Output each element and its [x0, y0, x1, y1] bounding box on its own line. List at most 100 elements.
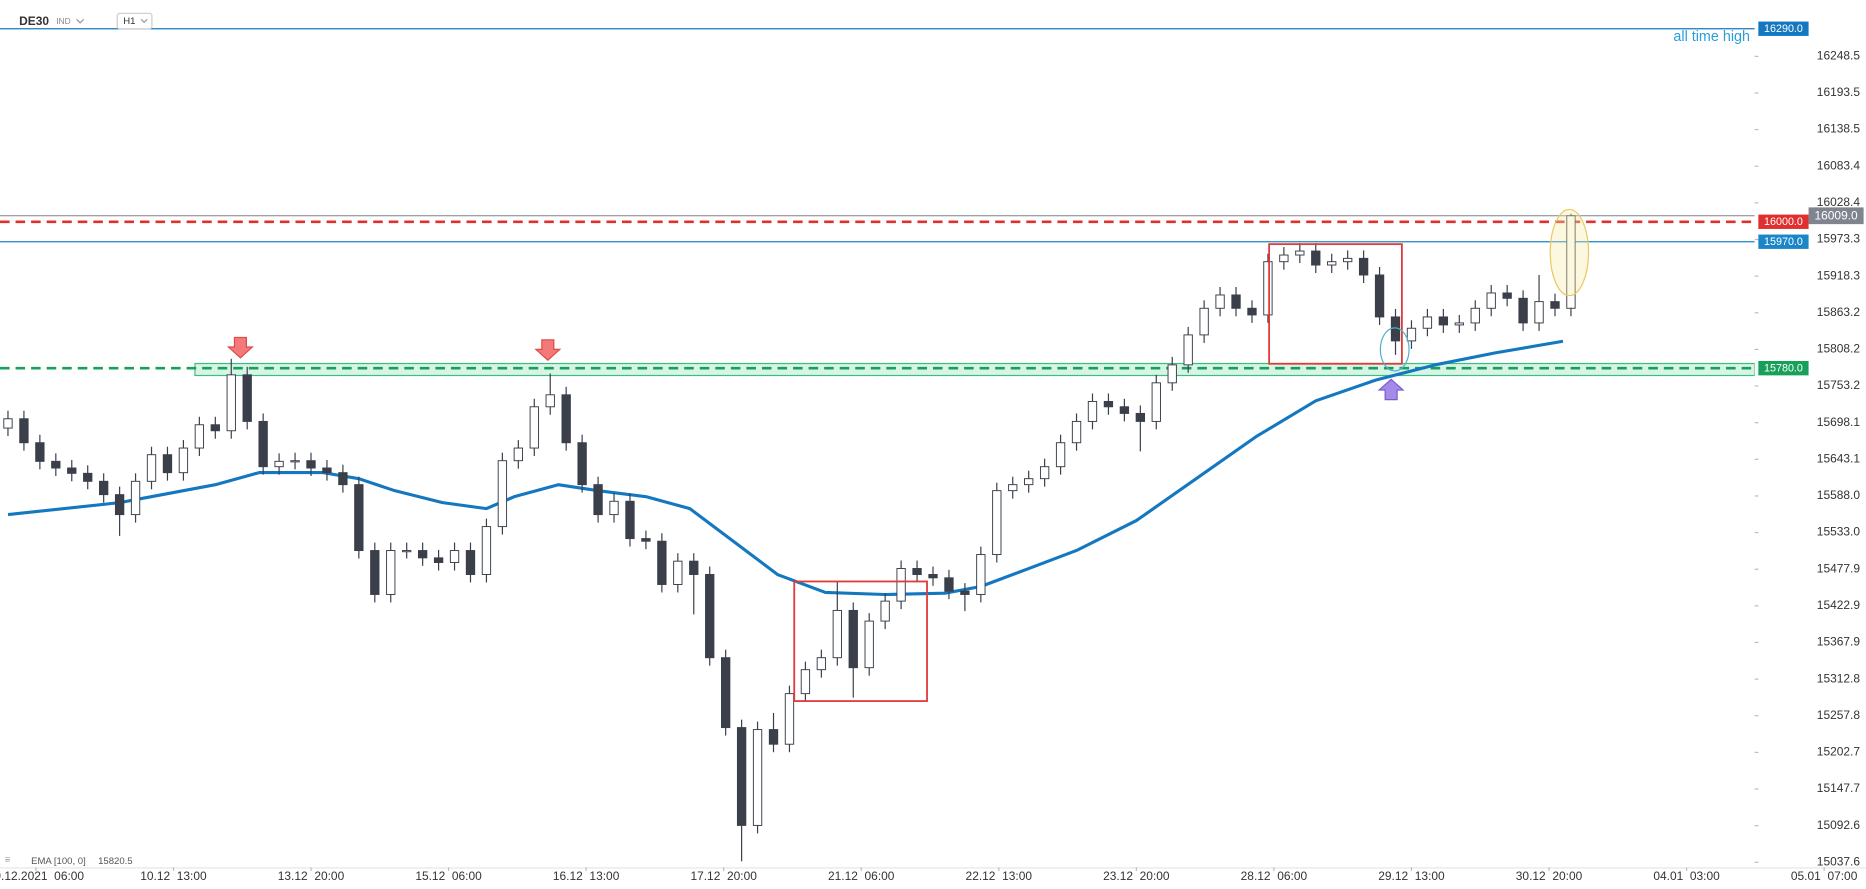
- level-label: 16000.0: [1764, 216, 1803, 228]
- y-tick-label: 15588.0: [1817, 488, 1861, 502]
- candle-body: [1071, 420, 1082, 444]
- y-tick-label: 15092.6: [1817, 818, 1861, 832]
- candle-body: [146, 454, 157, 482]
- last-price-label: 16009.0: [1814, 209, 1858, 223]
- candle-body: [561, 394, 571, 444]
- candle-body: [1167, 364, 1177, 384]
- dropdown-icon[interactable]: [76, 18, 85, 24]
- y-tick-label: 16248.5: [1817, 49, 1861, 63]
- market: IND: [56, 16, 70, 26]
- candle-body: [529, 406, 539, 449]
- candle-body: [1247, 307, 1257, 316]
- candle-body: [800, 669, 811, 695]
- candle-body: [1119, 406, 1130, 414]
- candle-body: [1135, 412, 1145, 422]
- x-tick-label: 23.12 20:00: [1103, 869, 1170, 883]
- y-tick-label: 15753.2: [1817, 378, 1861, 392]
- candle-body: [242, 374, 252, 422]
- candle-body: [290, 460, 300, 463]
- x-tick-label: 21.12 06:00: [828, 869, 895, 883]
- candle-body: [162, 454, 173, 474]
- legend-name: EMA [100, 0]: [31, 856, 86, 867]
- x-tick-label: 04.01 03:00: [1653, 869, 1720, 883]
- y-tick-label: 15918.3: [1817, 268, 1861, 282]
- candle-body: [402, 550, 412, 553]
- candle-body: [1502, 292, 1512, 299]
- candle-body: [896, 568, 906, 602]
- candle-body: [51, 460, 61, 469]
- y-tick-label: 15147.7: [1817, 781, 1861, 795]
- candle-body: [609, 500, 619, 516]
- y-tick-label: 15477.9: [1817, 561, 1861, 575]
- y-tick-label: 15643.1: [1817, 451, 1861, 465]
- candle-body: [1103, 400, 1114, 408]
- candle-body: [1199, 307, 1209, 336]
- candle-body: [689, 560, 699, 575]
- interval-box[interactable]: [116, 12, 153, 30]
- arrow-down: [226, 336, 254, 359]
- level-label-box: [1758, 361, 1809, 376]
- interval[interactable]: H1: [123, 16, 135, 27]
- symbol[interactable]: DE30: [19, 14, 49, 28]
- dropdown-icon[interactable]: [140, 18, 148, 24]
- y-tick-label: 15312.8: [1817, 671, 1861, 685]
- candle-body: [944, 577, 954, 592]
- candle-body: [912, 568, 922, 575]
- candle-body: [433, 557, 444, 563]
- candle-body: [386, 550, 396, 595]
- candle-body: [1311, 250, 1321, 266]
- last-price-box: [1808, 207, 1864, 225]
- y-tick-label: 15367.9: [1817, 635, 1861, 649]
- candle-body: [338, 472, 348, 486]
- candle-body: [130, 480, 141, 516]
- candle-body: [1454, 322, 1464, 326]
- candle-body: [736, 727, 747, 826]
- candle-body: [657, 540, 667, 585]
- annotation: all time high: [1673, 29, 1750, 45]
- candle-body: [1215, 294, 1225, 309]
- candle-body: [35, 442, 45, 462]
- candle-body: [864, 620, 874, 669]
- x-tick-label: 17.12 20:00: [690, 869, 757, 883]
- x-tick-label: 05.01 07:00: [1791, 869, 1858, 883]
- candle-body: [577, 442, 587, 486]
- x-tick-label: 15.12 06:00: [415, 869, 482, 883]
- candle-body: [1550, 301, 1560, 309]
- candle-body: [641, 538, 651, 542]
- arrow-up: [1377, 378, 1405, 401]
- candle-body: [1039, 466, 1050, 480]
- candle-body: [322, 467, 332, 474]
- candle-body: [625, 500, 635, 540]
- ema-line: [7, 339, 1564, 597]
- level-label-box: [1758, 21, 1809, 36]
- candle-body: [1263, 261, 1273, 316]
- candle-body: [1422, 316, 1433, 329]
- level-label: 16290.0: [1764, 23, 1803, 35]
- candle-body: [67, 467, 77, 474]
- candle-body: [370, 550, 380, 595]
- candle-body: [465, 550, 476, 575]
- level-label: 15780.0: [1764, 363, 1803, 375]
- candle-body: [784, 693, 795, 745]
- candle-body: [1486, 292, 1496, 309]
- price-axis: [1754, 0, 1866, 889]
- candle-body: [306, 460, 316, 469]
- candle-body: [449, 550, 460, 563]
- candle-body: [226, 374, 236, 432]
- candle-body: [1406, 327, 1417, 342]
- candle-body: [1343, 257, 1353, 263]
- candle-body: [194, 424, 205, 449]
- candle-body: [960, 590, 970, 595]
- legend-value: 15820.5: [98, 856, 133, 867]
- ellipse-annotation: [1379, 327, 1410, 372]
- x-tick-label: 30.12 20:00: [1516, 869, 1583, 883]
- candle-body: [705, 574, 715, 659]
- candle-body: [1279, 254, 1289, 263]
- candle-body: [832, 609, 842, 659]
- level-label-box: [1758, 214, 1809, 229]
- y-tick-label: 15422.9: [1817, 598, 1861, 612]
